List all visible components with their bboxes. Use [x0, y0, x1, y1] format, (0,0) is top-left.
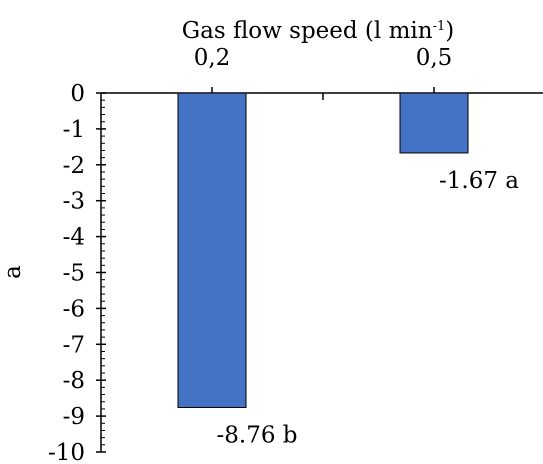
- x-axis-title: Gas flow speed (l min-1): [182, 18, 454, 44]
- y-tick-label: -2: [63, 153, 85, 179]
- y-tick-label: -6: [63, 296, 85, 322]
- axes: 0 -1 -2 -3 -4 -5 -6 -7 -8 -9 -10 0,2 0,5: [48, 45, 543, 464]
- x-axis-title-main: Gas flow speed (l min: [182, 18, 433, 44]
- data-labels: -8.76 b -1.67 a: [216, 168, 519, 449]
- y-tick-label: -8: [63, 368, 85, 394]
- data-label: -8.76 b: [216, 422, 297, 448]
- y-tick-label: -1: [63, 117, 85, 143]
- x-tick-label: 0,2: [194, 45, 231, 71]
- data-label: -1.67 a: [439, 168, 519, 194]
- y-tick-label: -7: [63, 332, 85, 358]
- y-tick-label: -10: [48, 440, 85, 464]
- bars: [177, 92, 469, 408]
- x-axis-title-suffix: ): [445, 18, 454, 44]
- bar: [177, 92, 247, 408]
- bar: [399, 92, 469, 154]
- y-tick-label: 0: [70, 81, 85, 107]
- y-tick-label: -3: [63, 189, 85, 215]
- x-axis-title-superscript: -1: [433, 19, 446, 34]
- y-tick-label: -4: [63, 225, 85, 251]
- y-tick-label: -5: [63, 261, 85, 287]
- y-tick-label: -9: [63, 404, 85, 430]
- x-tick-label: 0,5: [416, 45, 453, 71]
- y-axis-title: a: [0, 265, 26, 279]
